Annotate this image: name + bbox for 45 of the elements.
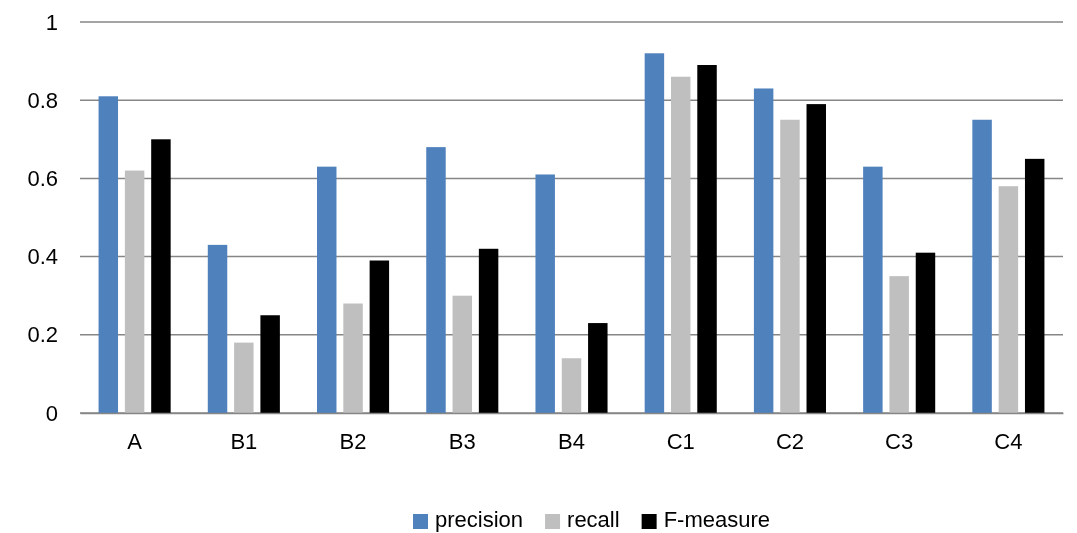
- x-tick-label: B4: [558, 428, 585, 454]
- bar: [535, 174, 555, 413]
- x-tick-label: C2: [775, 428, 805, 454]
- bar: [1024, 158, 1045, 413]
- bar: [972, 119, 992, 413]
- bar: [863, 166, 883, 413]
- bar: [369, 260, 390, 413]
- legend-label: F-measure: [663, 507, 770, 532]
- bar: [260, 315, 280, 413]
- bar: [670, 76, 691, 413]
- bar: [478, 248, 499, 413]
- y-tick-label: 0.2: [27, 322, 58, 348]
- y-tick-label: 1: [45, 9, 58, 35]
- x-tick-label: B2: [339, 428, 367, 454]
- x-tick-label: C3: [885, 428, 914, 454]
- bar: [317, 166, 337, 413]
- bar: [426, 147, 446, 413]
- bar: [915, 252, 936, 413]
- bar: [697, 65, 717, 413]
- bar: [998, 186, 1019, 413]
- bar: [343, 303, 363, 413]
- bar: [561, 358, 582, 413]
- x-tick-label: C1: [666, 428, 695, 454]
- legend-label: precision: [435, 507, 524, 532]
- y-tick-label: 0.6: [27, 165, 58, 191]
- bar: [588, 323, 608, 413]
- legend-label: recall: [567, 507, 620, 532]
- bar: [207, 244, 228, 413]
- y-tick-label: 0.4: [27, 244, 58, 270]
- bar: [452, 295, 473, 413]
- bar: [753, 88, 774, 413]
- bar: [644, 53, 665, 413]
- bar: [806, 104, 826, 413]
- x-tick-label: A: [127, 428, 143, 454]
- bar: [780, 119, 800, 413]
- y-tick-label: 0.8: [27, 87, 58, 113]
- x-tick-label: B3: [448, 428, 476, 454]
- y-tick-label: 0: [45, 400, 58, 426]
- bar: [151, 139, 171, 413]
- bar: [889, 276, 909, 413]
- x-tick-label: B1: [230, 428, 258, 454]
- bar: [234, 342, 254, 413]
- bar: [98, 96, 119, 413]
- x-tick-label: C4: [994, 428, 1023, 454]
- bar: [124, 170, 145, 413]
